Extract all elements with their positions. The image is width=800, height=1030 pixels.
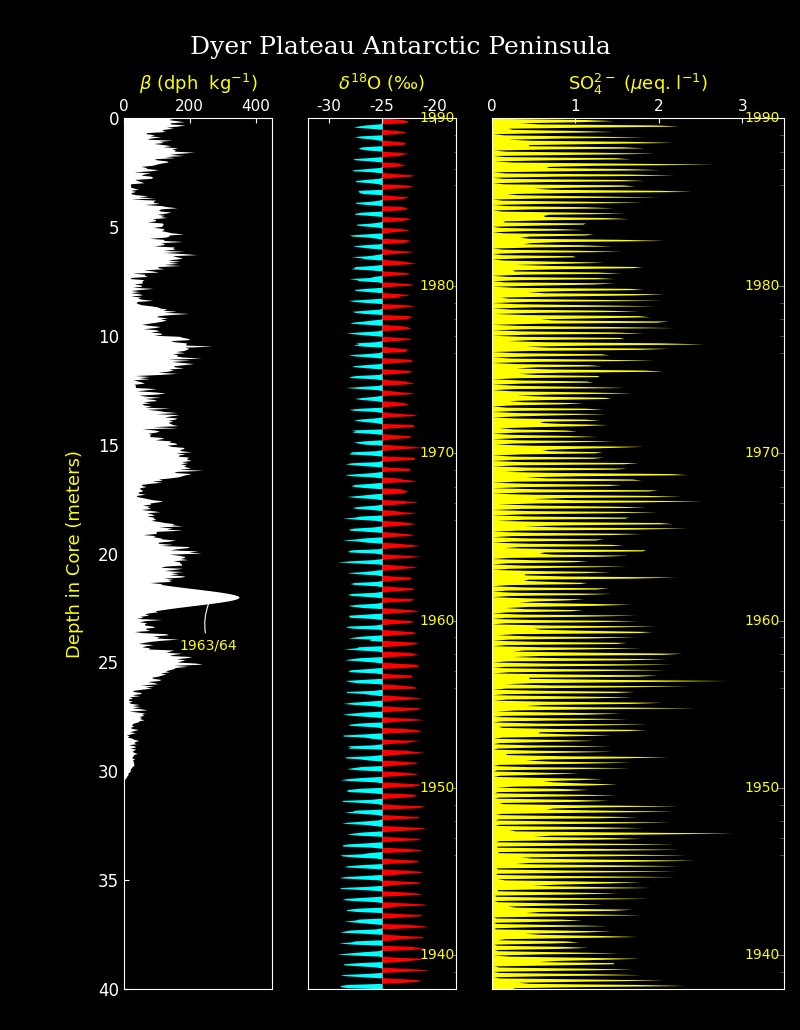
Text: 1960: 1960 [419,614,455,627]
Text: 1980: 1980 [419,279,455,293]
X-axis label: $\delta^{18}$O (‰): $\delta^{18}$O (‰) [338,72,426,95]
X-axis label: SO$_4^{2-}$ ($\mu$eq. l$^{-1}$): SO$_4^{2-}$ ($\mu$eq. l$^{-1}$) [568,72,708,97]
Text: 1940: 1940 [745,949,780,962]
X-axis label: $\beta$ (dph  kg$^{-1}$): $\beta$ (dph kg$^{-1}$) [138,72,258,96]
Text: 1980: 1980 [745,279,780,293]
Text: 1950: 1950 [420,781,455,795]
Text: 1990: 1990 [745,111,780,126]
Text: 1970: 1970 [420,446,455,460]
Text: 1963/64: 1963/64 [180,604,238,652]
Text: 1960: 1960 [745,614,780,627]
Text: 1990: 1990 [419,111,455,126]
Text: Dyer Plateau Antarctic Peninsula: Dyer Plateau Antarctic Peninsula [190,36,610,59]
Text: 1970: 1970 [745,446,780,460]
Text: 1940: 1940 [420,949,455,962]
Y-axis label: Depth in Core (meters): Depth in Core (meters) [66,450,84,657]
Text: 1950: 1950 [745,781,780,795]
